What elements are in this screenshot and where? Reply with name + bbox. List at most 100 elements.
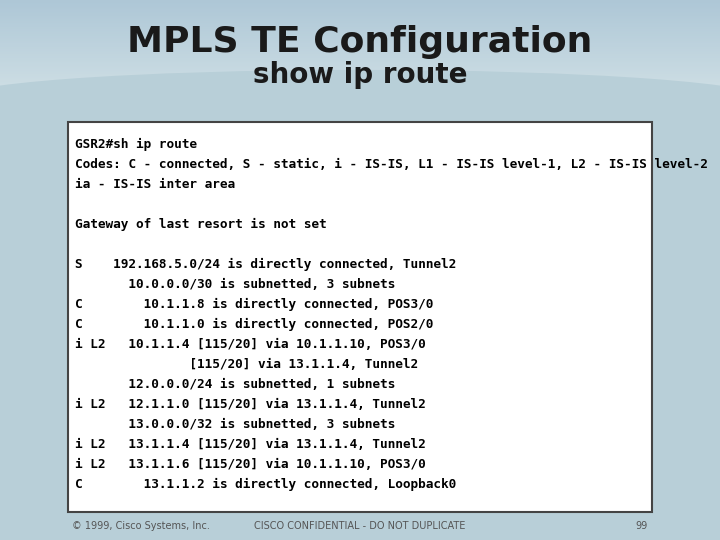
Bar [0,74,720,76]
Bar [0,11,720,14]
Bar [0,45,720,48]
Bar [0,89,720,91]
Bar [0,93,720,95]
Bar [0,9,720,11]
Bar [0,38,720,40]
Bar [0,50,720,52]
Bar [0,13,720,15]
Text: Gateway of last resort is not set: Gateway of last resort is not set [75,218,327,231]
Bar [0,64,720,66]
Bar [0,42,720,44]
Bar [0,94,720,96]
Text: i L2   13.1.1.4 [115/20] via 13.1.1.4, Tunnel2: i L2 13.1.1.4 [115/20] via 13.1.1.4, Tun… [75,437,426,450]
Bar [0,8,720,10]
Bar [0,19,720,21]
Bar [0,48,720,50]
Bar [0,39,720,41]
Bar [0,66,720,69]
Bar [0,77,720,79]
Text: C        13.1.1.2 is directly connected, Loopback0: C 13.1.1.2 is directly connected, Loopba… [75,477,456,490]
Bar [0,0,720,3]
Bar [0,23,720,25]
Bar [0,91,720,93]
Bar [0,43,720,45]
Bar [0,59,720,61]
Bar [0,31,720,33]
Bar [0,85,720,87]
Text: C        10.1.1.0 is directly connected, POS2/0: C 10.1.1.0 is directly connected, POS2/0 [75,318,433,330]
Text: © 1999, Cisco Systems, Inc.: © 1999, Cisco Systems, Inc. [72,521,210,531]
Ellipse shape [0,70,720,130]
Bar [0,57,720,59]
Bar [0,69,720,71]
Bar [0,51,720,53]
Text: C        10.1.1.8 is directly connected, POS3/0: C 10.1.1.8 is directly connected, POS3/0 [75,298,433,310]
Text: show ip route: show ip route [253,61,467,89]
Bar [0,15,720,17]
Bar [0,78,720,80]
Bar [0,29,720,31]
Bar [0,80,720,83]
Bar [0,60,720,63]
Bar [0,2,720,4]
Bar [0,65,720,68]
Text: i L2   10.1.1.4 [115/20] via 10.1.1.10, POS3/0: i L2 10.1.1.4 [115/20] via 10.1.1.10, PO… [75,338,426,350]
Bar [0,97,720,99]
Bar [0,86,720,89]
Bar [0,58,720,60]
Bar [68,122,652,512]
Text: MPLS TE Configuration: MPLS TE Configuration [127,25,593,59]
Bar [0,0,720,1]
Text: Codes: C - connected, S - static, i - IS-IS, L1 - IS-IS level-1, L2 - IS-IS leve: Codes: C - connected, S - static, i - IS… [75,158,708,171]
Bar [0,18,720,20]
Bar [0,62,720,64]
Bar [0,79,720,81]
Bar [0,30,720,32]
Bar [0,70,720,72]
Text: GSR2#sh ip route: GSR2#sh ip route [75,138,197,151]
Bar [0,90,720,92]
Bar [0,98,720,100]
Bar [0,26,720,29]
Bar [0,6,720,9]
Bar [0,54,720,56]
Bar [0,53,720,55]
Bar [0,20,720,23]
Bar [0,25,720,28]
Bar [0,87,720,90]
Text: 99: 99 [636,521,648,531]
Bar [0,46,720,49]
Bar [0,5,720,8]
Bar [0,55,720,57]
Text: ia - IS-IS inter area: ia - IS-IS inter area [75,178,235,191]
Bar [0,28,720,30]
Text: i L2   12.1.1.0 [115/20] via 13.1.1.4, Tunnel2: i L2 12.1.1.0 [115/20] via 13.1.1.4, Tun… [75,397,426,410]
Text: i L2   13.1.1.6 [115/20] via 10.1.1.10, POS3/0: i L2 13.1.1.6 [115/20] via 10.1.1.10, PO… [75,457,426,470]
Bar [0,49,720,51]
Bar [0,84,720,86]
Bar [0,10,720,12]
Text: 12.0.0.0/24 is subnetted, 1 subnets: 12.0.0.0/24 is subnetted, 1 subnets [75,377,395,390]
Text: S    192.168.5.0/24 is directly connected, Tunnel2: S 192.168.5.0/24 is directly connected, … [75,258,456,271]
Bar [0,73,720,75]
Bar [0,24,720,26]
Bar [0,34,720,36]
Bar [0,3,720,5]
Bar [0,44,720,46]
Bar [0,22,720,24]
Bar [0,33,720,35]
Text: [115/20] via 13.1.1.4, Tunnel2: [115/20] via 13.1.1.4, Tunnel2 [75,357,418,370]
Bar [0,35,720,37]
Bar [0,63,720,65]
Text: 13.0.0.0/32 is subnetted, 3 subnets: 13.0.0.0/32 is subnetted, 3 subnets [75,417,395,430]
Bar [0,75,720,77]
Bar [0,14,720,16]
Bar [0,4,720,6]
Bar [0,17,720,19]
Bar [0,83,720,85]
Bar [0,37,720,39]
Bar [0,40,720,43]
Text: CISCO CONFIDENTIAL - DO NOT DUPLICATE: CISCO CONFIDENTIAL - DO NOT DUPLICATE [254,521,466,531]
Bar [0,68,720,70]
Bar [0,82,720,84]
